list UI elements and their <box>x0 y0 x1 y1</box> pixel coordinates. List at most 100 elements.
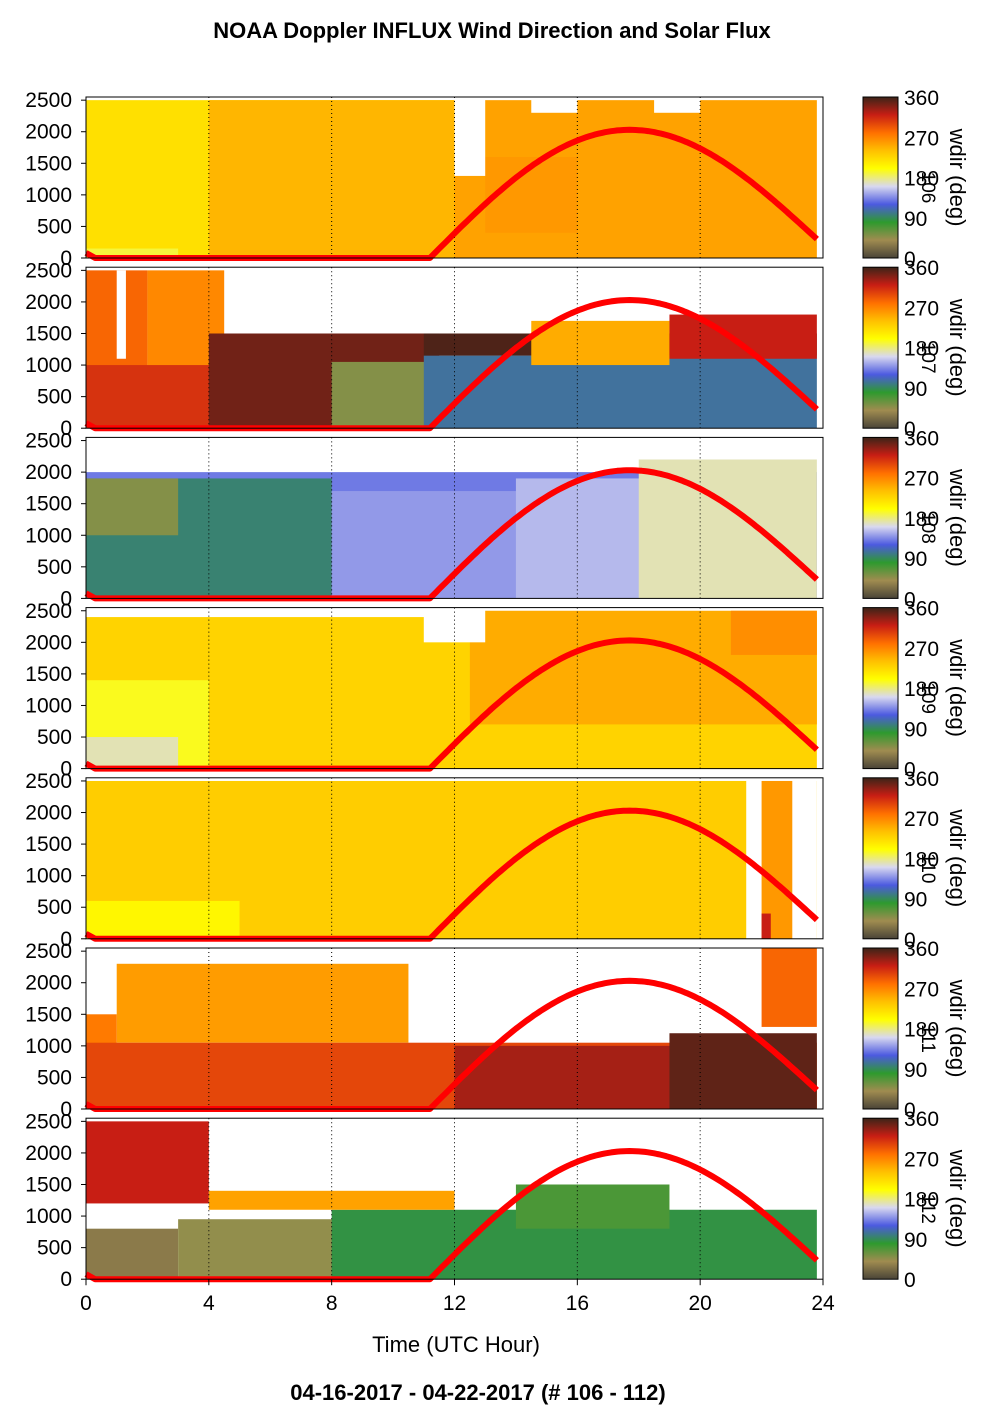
colorbar-tick-label: 0 <box>904 1269 916 1292</box>
plot-frame <box>85 777 824 940</box>
colorbar <box>862 947 899 1110</box>
heatmap-cell <box>761 780 793 939</box>
y-tick-label: 500 <box>37 1237 72 1260</box>
y-tick-label: 2000 <box>25 121 72 144</box>
colorbar-tick-label: 0 <box>904 929 916 952</box>
heatmap-cell <box>208 100 455 258</box>
colorbar-tick-label: 180 <box>904 1189 939 1212</box>
colorbar-tick-label: 0 <box>904 759 916 782</box>
colorbar-tick-label: 360 <box>904 1108 939 1131</box>
heatmap-cells <box>86 1121 817 1280</box>
plot-frame <box>85 436 824 599</box>
heatmap-cell <box>423 355 817 429</box>
colorbar-tick-label: 180 <box>904 1019 939 1042</box>
y-tick-label: 2500 <box>25 770 72 793</box>
y-tick-label: 1500 <box>25 1003 72 1026</box>
y-tick-label: 2000 <box>25 972 72 995</box>
y-tick-label: 2500 <box>25 1110 72 1133</box>
y-tick-label: 0 <box>60 247 72 270</box>
panel-day-107: 0 500 1000 1500 2000 2500 0 90 180 270 360 wdir (de… <box>25 257 970 441</box>
plot-frame <box>85 607 824 770</box>
panel-day-106: 0 500 1000 1500 2000 2500 0 90 180 270 360 wdir (de… <box>25 87 970 271</box>
y-tick-label: 500 <box>37 896 72 919</box>
colorbar <box>862 607 899 770</box>
heatmap-cell <box>654 97 701 113</box>
colorbar <box>862 1117 899 1280</box>
colorbar-tick-label: 270 <box>904 1148 939 1171</box>
y-tick-label: 500 <box>37 556 72 579</box>
y-tick-label: 1500 <box>25 322 72 345</box>
colorbar-tick-label: 360 <box>904 938 939 961</box>
x-axis: 0 4 8 12 16 20 24 <box>80 1279 835 1315</box>
heatmap-cell <box>86 900 240 939</box>
colorbar-tick-label: 90 <box>904 718 927 741</box>
heatmap-cell <box>761 913 771 939</box>
colorbar-tick-label: 90 <box>904 548 927 571</box>
x-tick-label: 0 <box>80 1292 92 1315</box>
solar-flux-curve <box>84 126 819 261</box>
panel-day-108: 0 500 1000 1500 2000 2500 0 90 180 270 360 wdir (de… <box>25 427 970 611</box>
footer-date-range: 04-16-2017 - 04-22-2017 (# 106 - 112) <box>290 1380 665 1405</box>
colorbar-tick-label: 0 <box>904 1099 916 1122</box>
panel-day-112: 0 500 1000 1500 2000 2500 0 90 180 270 360 wdir (de… <box>25 1108 970 1292</box>
colorbar-tick-label: 270 <box>904 638 939 661</box>
y-tick-label: 1500 <box>25 663 72 686</box>
y-tick-label: 2000 <box>25 461 72 484</box>
y-tick-label: 1000 <box>25 354 72 377</box>
y-tick-label: 2000 <box>25 631 72 654</box>
colorbar-tick-label: 360 <box>904 598 939 621</box>
colorbar-tick-label: 360 <box>904 427 939 450</box>
heatmap-cells <box>86 777 817 939</box>
colorbar-tick-label: 270 <box>904 297 939 320</box>
colorbar-tick-label: 360 <box>904 768 939 791</box>
day-number-label: 109 <box>917 682 938 714</box>
solar-flux-curve <box>84 1148 819 1283</box>
plot-frame <box>85 947 824 1110</box>
x-axis-label: Time (UTC Hour) <box>372 1332 540 1357</box>
panel-day-110: 0 500 1000 1500 2000 2500 0 90 180 270 360 wdir (de… <box>25 768 970 952</box>
x-tick-label: 16 <box>566 1292 589 1315</box>
x-tick-label: 24 <box>811 1292 835 1315</box>
y-tick-label: 2000 <box>25 802 72 825</box>
heatmap-cell <box>669 314 817 359</box>
heatmap-cell <box>86 1121 209 1204</box>
heatmap-cell <box>730 610 817 655</box>
y-tick-label: 2500 <box>25 940 72 963</box>
colorbar-tick-label: 180 <box>904 678 939 701</box>
colorbar-label: wdir (deg) <box>945 128 970 227</box>
y-tick-label: 500 <box>37 215 72 238</box>
solar-flux-curve <box>84 297 819 432</box>
x-tick-label: 20 <box>688 1292 711 1315</box>
solar-flux-curve <box>84 637 819 772</box>
y-tick-label: 0 <box>60 758 72 781</box>
y-tick-label: 2500 <box>25 600 72 623</box>
heatmap-cells <box>86 270 817 429</box>
heatmap-cell <box>86 248 179 258</box>
heatmap-cell <box>116 963 409 1043</box>
colorbar <box>862 436 899 599</box>
panel-day-111: 0 500 1000 1500 2000 2500 0 90 180 270 360 wdir (de… <box>25 938 970 1122</box>
heatmap-cell <box>116 270 126 359</box>
colorbar <box>862 266 899 429</box>
colorbar-label: wdir (deg) <box>945 1149 970 1248</box>
day-number-label: 107 <box>917 342 938 374</box>
x-tick-label: 8 <box>326 1292 338 1315</box>
y-tick-label: 500 <box>37 1066 72 1089</box>
heatmap-cell <box>331 361 440 429</box>
y-tick-label: 500 <box>37 386 72 409</box>
y-tick-label: 1000 <box>25 865 72 888</box>
y-tick-label: 500 <box>37 726 72 749</box>
heatmap-cell <box>638 459 817 599</box>
colorbar-tick-label: 90 <box>904 889 927 912</box>
colorbar <box>862 96 899 259</box>
plot-frame <box>85 96 824 259</box>
colorbar-label: wdir (deg) <box>945 979 970 1078</box>
plot-frame <box>85 266 824 429</box>
colorbar-tick-label: 90 <box>904 378 927 401</box>
colorbar-tick-label: 0 <box>904 248 916 271</box>
heatmap-cell <box>531 320 670 366</box>
y-tick-label: 0 <box>60 928 72 951</box>
colorbar-tick-label: 180 <box>904 508 939 531</box>
panel-day-109: 0 500 1000 1500 2000 2500 0 90 180 270 360 wdir (de… <box>25 598 970 782</box>
